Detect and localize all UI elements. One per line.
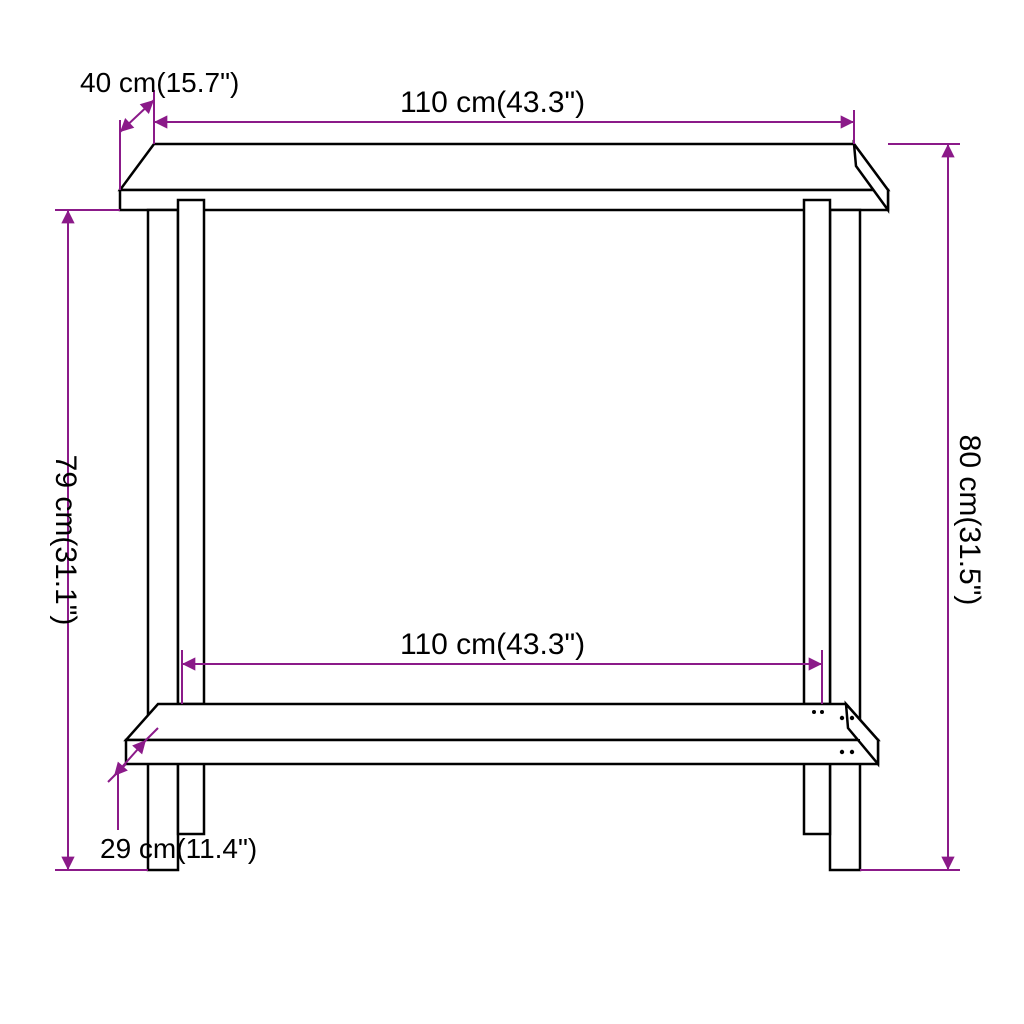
dim-width-top-label: 110 cm(43.3") bbox=[400, 86, 585, 119]
dim-width-shelf: 110 cm(43.3") bbox=[182, 628, 822, 704]
dim-width-top: 110 cm(43.3") bbox=[154, 86, 854, 144]
dim-width-shelf-label: 110 cm(43.3") bbox=[400, 628, 585, 661]
table-outline bbox=[120, 144, 888, 870]
dim-height-to-shelf-label: 79 cm(31.1") bbox=[49, 455, 82, 626]
dim-height-to-shelf: 79 cm(31.1") bbox=[49, 210, 148, 870]
dim-shelf-depth-label: 29 cm(11.4") bbox=[100, 833, 257, 864]
dim-height-full-label: 80 cm(31.5") bbox=[953, 435, 986, 606]
dim-depth-top-label: 40 cm(15.7") bbox=[80, 67, 239, 98]
table-dimension-diagram: 40 cm(15.7") 110 cm(43.3") 80 cm(31.5") … bbox=[0, 0, 1024, 1024]
